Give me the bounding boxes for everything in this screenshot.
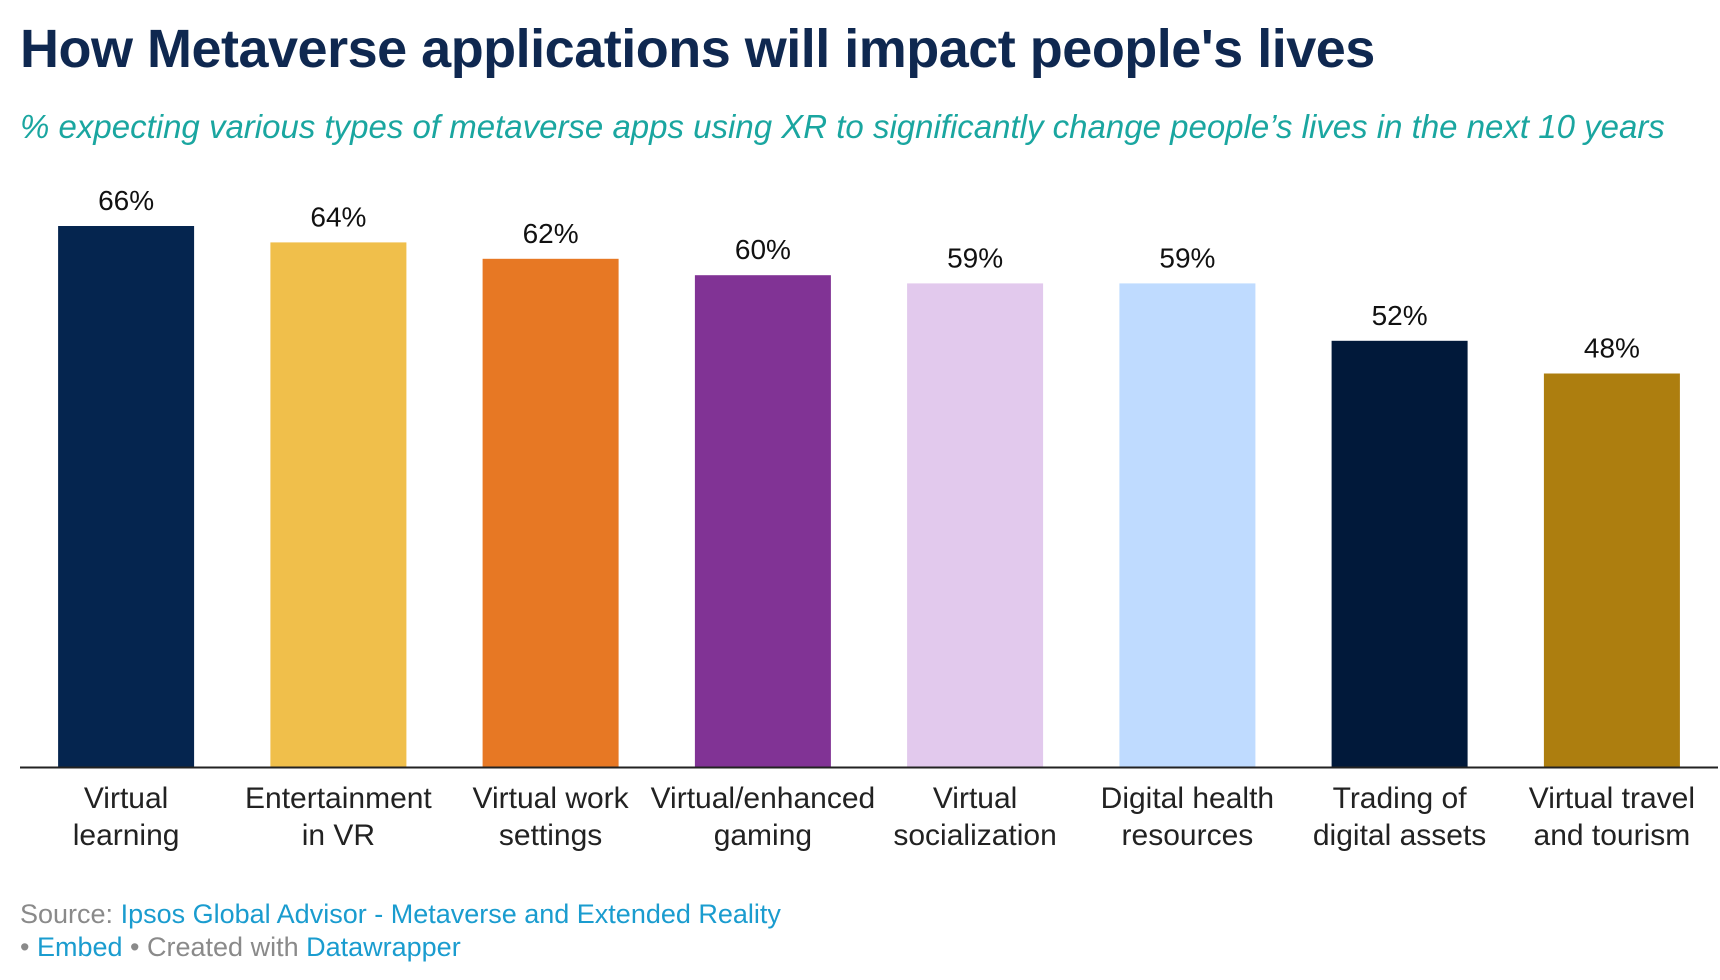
- source-prefix: Source:: [20, 899, 114, 929]
- created-with-label: Created with: [147, 932, 299, 962]
- chart-footer: Source: Ipsos Global Advisor - Metaverse…: [20, 898, 781, 964]
- bar-value-label: 52%: [1372, 300, 1428, 331]
- x-axis-category-label: Digital health resources: [1101, 782, 1274, 852]
- bar: [58, 226, 195, 767]
- bar-value-label: 62%: [523, 218, 579, 249]
- bar-value-label: 48%: [1584, 333, 1640, 364]
- bar-value-label: 66%: [98, 185, 154, 216]
- source-line: Source: Ipsos Global Advisor - Metaverse…: [20, 898, 781, 931]
- bullet-separator: •: [130, 932, 140, 962]
- bar: [1331, 340, 1468, 767]
- chart-subtitle: % expecting various types of metaverse a…: [20, 108, 1665, 145]
- bar: [1543, 373, 1680, 767]
- x-axis-category-label: Virtual learning: [73, 782, 180, 852]
- x-axis-category-label: Virtual travel and tourism: [1529, 782, 1695, 852]
- bar: [270, 242, 407, 767]
- x-axis-category-label: Virtual socialization: [893, 782, 1056, 852]
- embed-link[interactable]: Embed: [36, 932, 123, 962]
- x-axis-category-label: Entertainment in VR: [245, 782, 432, 852]
- chart-title: How Metaverse applications will impact p…: [20, 19, 1375, 79]
- bar: [1119, 283, 1256, 767]
- bar-value-label: 64%: [310, 201, 366, 232]
- datawrapper-link[interactable]: Datawrapper: [306, 932, 461, 962]
- x-axis-category-label: Virtual work settings: [473, 782, 630, 852]
- x-axis-category-label: Trading of digital assets: [1313, 782, 1486, 852]
- bar: [907, 283, 1044, 767]
- bar-value-label: 59%: [947, 242, 1003, 273]
- x-axis-category-label: Virtual/enhanced gaming: [651, 782, 876, 852]
- bar-value-label: 60%: [735, 234, 791, 265]
- bar-value-label: 59%: [1159, 242, 1215, 273]
- bar: [694, 275, 831, 767]
- bar: [482, 258, 619, 767]
- bullet-separator: •: [20, 932, 30, 962]
- source-link[interactable]: Ipsos Global Advisor - Metaverse and Ext…: [120, 899, 781, 929]
- credits-line: • Embed • Created with Datawrapper: [20, 931, 781, 964]
